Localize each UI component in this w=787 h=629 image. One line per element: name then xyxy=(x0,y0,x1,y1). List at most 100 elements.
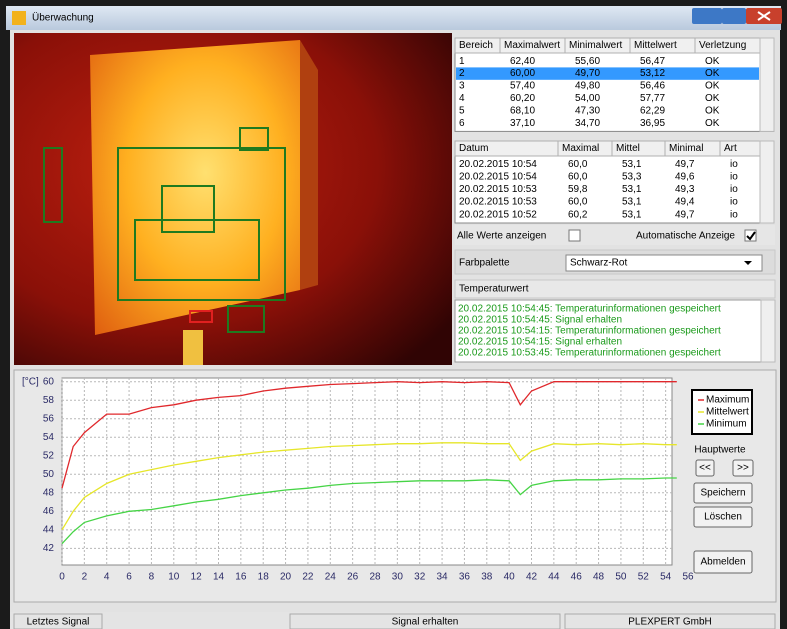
cell[interactable]: 57,40 xyxy=(510,81,535,92)
cell[interactable]: OK xyxy=(705,81,720,92)
cell[interactable]: 53,1 xyxy=(622,209,642,220)
cell[interactable]: OK xyxy=(705,105,720,116)
x-tick-label: 56 xyxy=(682,572,694,583)
x-tick-label: 34 xyxy=(437,572,449,583)
cell[interactable]: 49,80 xyxy=(575,81,600,92)
cell[interactable]: 6 xyxy=(459,118,465,129)
cell[interactable]: 62,29 xyxy=(640,105,665,116)
cell[interactable]: io xyxy=(730,184,738,195)
cell[interactable]: 49,3 xyxy=(675,184,695,195)
cell[interactable]: 57,77 xyxy=(640,93,665,104)
cell[interactable]: io xyxy=(730,159,738,170)
cell[interactable]: 53,1 xyxy=(622,159,642,170)
y-tick-label: 46 xyxy=(43,506,55,517)
cell[interactable]: io xyxy=(730,172,738,183)
y-tick-label: 44 xyxy=(43,524,55,535)
cell[interactable]: io xyxy=(730,197,738,208)
x-tick-label: 30 xyxy=(392,572,404,583)
cell[interactable]: 36,95 xyxy=(640,118,665,129)
cell[interactable]: 49,7 xyxy=(675,159,695,170)
delete-button[interactable] xyxy=(693,506,753,528)
cell[interactable]: 47,30 xyxy=(575,105,600,116)
cell[interactable]: 53,1 xyxy=(622,184,642,195)
cell[interactable]: 20.02.2015 10:54 xyxy=(459,172,537,183)
cell[interactable]: 53,1 xyxy=(622,197,642,208)
cell[interactable]: 60,0 xyxy=(568,159,588,170)
cell[interactable]: OK xyxy=(705,118,720,129)
x-tick-label: 40 xyxy=(504,572,516,583)
y-tick-label: 50 xyxy=(43,469,55,480)
logout-button[interactable] xyxy=(693,550,753,574)
cell[interactable]: OK xyxy=(705,56,720,67)
next-button[interactable] xyxy=(732,459,754,477)
cell[interactable]: 37,10 xyxy=(510,118,535,129)
cell[interactable]: 54,00 xyxy=(575,93,600,104)
maximize-button[interactable] xyxy=(722,8,746,24)
cell[interactable]: 5 xyxy=(459,105,465,116)
status-panel xyxy=(289,613,561,629)
cell[interactable]: 1 xyxy=(459,56,465,67)
prev-button[interactable] xyxy=(695,459,715,477)
checkbox[interactable] xyxy=(744,229,757,242)
cell[interactable]: 56,47 xyxy=(640,56,665,67)
cell[interactable]: 60,0 xyxy=(568,197,588,208)
y-tick-label: 58 xyxy=(43,395,55,406)
cell[interactable]: 59,8 xyxy=(568,184,588,195)
minimize-button[interactable] xyxy=(692,8,722,24)
column-header: Art xyxy=(724,143,737,154)
cell[interactable]: 20.02.2015 10:54 xyxy=(459,159,537,170)
cell[interactable]: 49,7 xyxy=(675,209,695,220)
cell[interactable]: 20.02.2015 10:53 xyxy=(459,197,537,208)
y-tick-label: 56 xyxy=(43,413,55,424)
x-tick-label: 22 xyxy=(302,572,314,583)
y-axis-label: [°C] xyxy=(22,377,39,388)
delete-button-label: Löschen xyxy=(704,512,742,523)
log-line: 20.02.2015 10:53:45: Temperaturinformati… xyxy=(458,348,721,359)
cell[interactable]: 3 xyxy=(459,81,465,92)
cell[interactable]: OK xyxy=(705,68,720,79)
x-tick-label: 20 xyxy=(280,572,292,583)
logout-button-label: Abmelden xyxy=(700,557,745,568)
scrollbar xyxy=(760,299,776,363)
cell[interactable]: 53,12 xyxy=(640,68,665,79)
x-tick-label: 52 xyxy=(638,572,650,583)
save-button[interactable] xyxy=(693,482,753,504)
cell[interactable]: 60,2 xyxy=(568,209,588,220)
column-header: Maximalwert xyxy=(504,40,560,51)
cell[interactable]: 56,46 xyxy=(640,81,665,92)
cell[interactable]: 68,10 xyxy=(510,105,535,116)
scrollbar xyxy=(759,140,775,224)
cell[interactable]: 49,4 xyxy=(675,197,695,208)
cell[interactable]: 34,70 xyxy=(575,118,600,129)
title-bar xyxy=(6,6,781,30)
x-tick-label: 2 xyxy=(82,572,88,583)
x-tick-label: 32 xyxy=(414,572,426,583)
cell[interactable]: 60,00 xyxy=(510,68,535,79)
cell[interactable]: 55,60 xyxy=(575,56,600,67)
y-tick-label: 54 xyxy=(43,432,55,443)
palette-select[interactable] xyxy=(565,254,763,272)
cell[interactable]: 2 xyxy=(459,68,465,79)
cell[interactable]: 20.02.2015 10:52 xyxy=(459,209,537,220)
cell[interactable]: 4 xyxy=(459,93,465,104)
app-icon xyxy=(12,11,26,25)
x-tick-label: 42 xyxy=(526,572,538,583)
cell[interactable]: 60,20 xyxy=(510,93,535,104)
status-panel xyxy=(13,613,103,629)
cell[interactable]: 62,40 xyxy=(510,56,535,67)
cell[interactable]: 60,0 xyxy=(568,172,588,183)
x-tick-label: 24 xyxy=(325,572,337,583)
cell[interactable]: 53,3 xyxy=(622,172,642,183)
x-tick-label: 48 xyxy=(593,572,605,583)
checkbox[interactable] xyxy=(568,229,581,242)
cell[interactable]: 49,70 xyxy=(575,68,600,79)
cell[interactable]: 20.02.2015 10:53 xyxy=(459,184,537,195)
checkbox-label: Automatische Anzeige xyxy=(636,231,735,242)
column-header: Datum xyxy=(459,143,488,154)
cell[interactable]: 49,6 xyxy=(675,172,695,183)
x-tick-label: 16 xyxy=(235,572,247,583)
x-tick-label: 18 xyxy=(258,572,270,583)
cell[interactable]: io xyxy=(730,209,738,220)
cell[interactable]: OK xyxy=(705,93,720,104)
